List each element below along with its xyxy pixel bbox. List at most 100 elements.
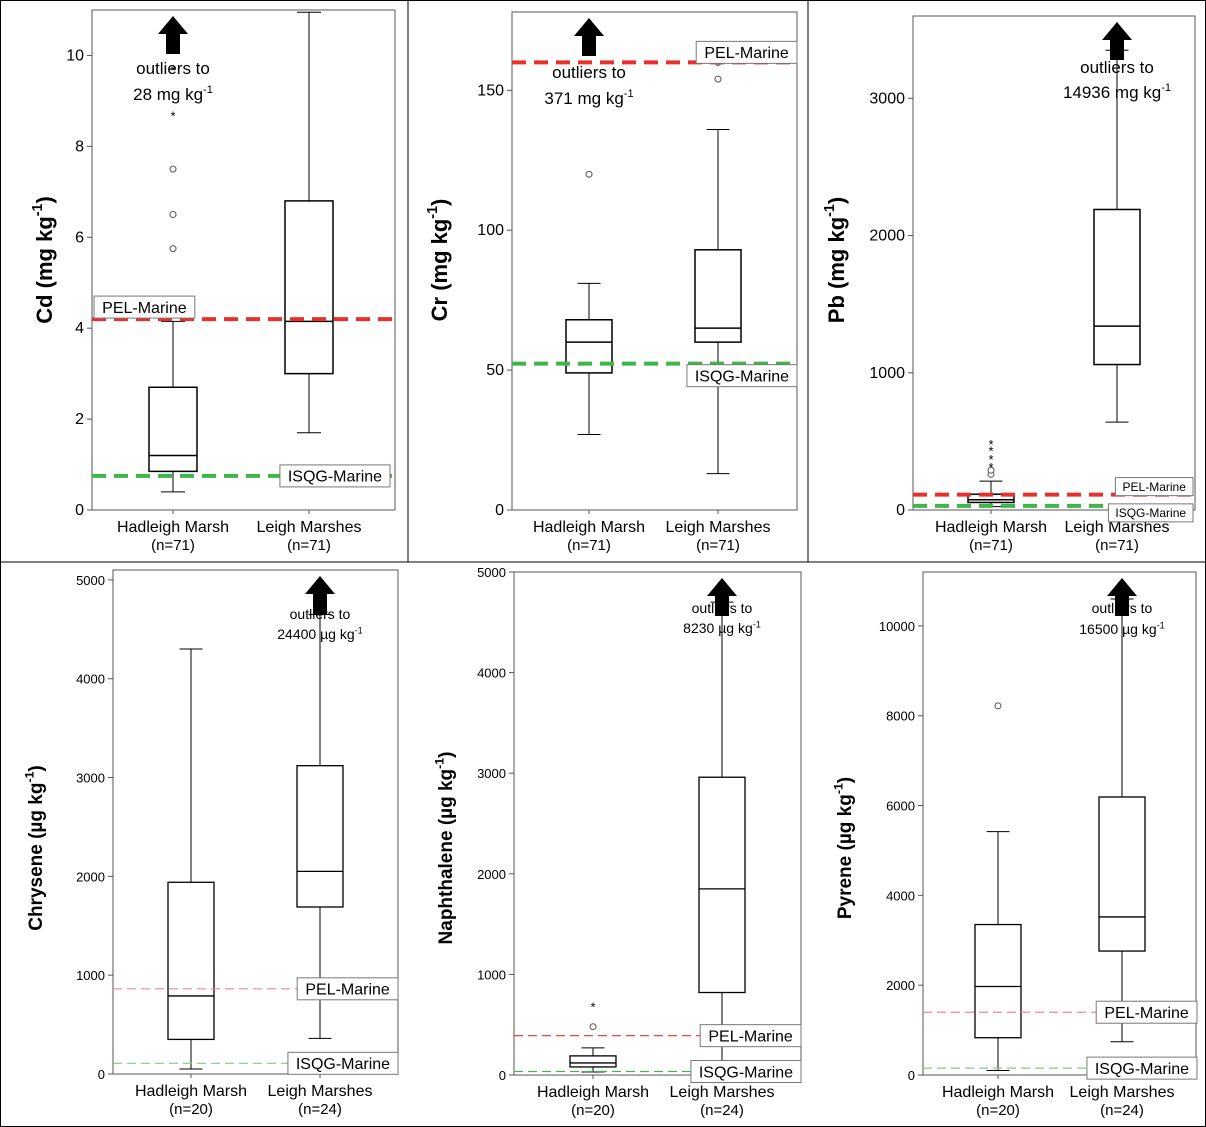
- outlier-note-line1: outliers to: [1080, 58, 1154, 77]
- panel-4: 0 1000 2000 3000 4000 5000 Chrysene (µg kg-1) H…: [22, 569, 399, 1118]
- y-axis-label: Cd (mg kg-1): [30, 196, 57, 324]
- guideline-label-box: [690, 1060, 802, 1084]
- y-axis-label: Naphthalene (µg kg-1): [432, 752, 457, 945]
- y-tick-label: 0: [908, 1068, 915, 1083]
- y-tick-label: 0: [495, 502, 504, 519]
- outlier-note-line2: 16500 µg kg-1: [1079, 620, 1164, 637]
- outlier-point: [589, 1023, 597, 1031]
- outlier-note-line1: outliers to: [290, 606, 351, 622]
- guideline-label-box: [296, 977, 399, 1001]
- guideline-label-box: [1086, 1056, 1198, 1080]
- guideline-label: ISQG-Marine: [699, 1064, 793, 1081]
- y-axis-label: Pyrene (µg kg-1): [831, 777, 856, 919]
- box-leigh-marshes: [1093, 49, 1141, 423]
- x-count-label: (n=20): [169, 1101, 213, 1118]
- outlier-point: [585, 170, 593, 178]
- y-tick-label: 5000: [76, 573, 105, 588]
- y-tick-label: 2000: [886, 978, 915, 993]
- x-count-label: (n=71): [151, 537, 195, 554]
- y-tick-label: 10: [66, 47, 84, 64]
- plot-frame: [511, 11, 798, 511]
- y-tick-label: 1000: [869, 365, 905, 382]
- x-category-label: Leigh Marshes: [666, 519, 771, 536]
- plot-frame: [922, 571, 1197, 1076]
- y-tick-label: 4000: [76, 672, 105, 687]
- up-arrow-icon: [305, 576, 335, 614]
- box-iqr: [1093, 208, 1141, 366]
- y-tick-label: 2000: [477, 867, 506, 882]
- y-tick-label: 150: [477, 82, 504, 99]
- box-hadleigh-marsh: **: [148, 63, 198, 493]
- panel-5: 0 1000 2000 3000 4000 5000 Naphthalene (µg kg-…: [432, 565, 802, 1119]
- outlier-point: [987, 466, 995, 474]
- y-tick-label: 4: [75, 320, 84, 337]
- plot-frame: [912, 15, 1196, 511]
- y-tick-label: 8000: [886, 709, 915, 724]
- y-tick-label: 10000: [879, 619, 915, 634]
- box-iqr: [974, 923, 1022, 1039]
- extreme-point: *: [170, 109, 175, 124]
- outlier-note-line1: outliers to: [136, 59, 210, 78]
- outlier-point: [169, 211, 177, 219]
- guideline-label: PEL-Marine: [704, 45, 789, 62]
- x-category-label: Leigh Marshes: [670, 1084, 775, 1101]
- box-iqr: [148, 386, 198, 473]
- x-category-label: Hadleigh Marsh: [135, 1083, 247, 1100]
- x-category-label: Hadleigh Marsh: [117, 519, 229, 536]
- up-arrow-icon: [1102, 22, 1132, 60]
- extreme-point: *: [988, 452, 993, 467]
- box-leigh-marshes: [296, 613, 344, 1039]
- box-iqr: [1098, 796, 1146, 952]
- guideline-label: PEL-Marine: [1123, 480, 1187, 494]
- x-category-label: Hadleigh Marsh: [942, 1084, 1054, 1101]
- guideline-label: ISQG-Marine: [296, 1056, 390, 1073]
- box-leigh-marshes: [694, 58, 742, 475]
- guideline-label-box: [1114, 477, 1194, 497]
- box-iqr: [698, 776, 746, 994]
- x-category-label: Hadleigh Marsh: [537, 1084, 649, 1101]
- box-hadleigh-marsh: ****: [967, 437, 1015, 508]
- guideline-label: ISQG-Marine: [1095, 1061, 1189, 1078]
- extreme-point: *: [988, 437, 993, 452]
- x-count-label: (n=20): [976, 1102, 1020, 1119]
- y-tick-label: 3000: [477, 766, 506, 781]
- guideline-label: PEL-Marine: [102, 300, 187, 317]
- x-count-label: (n=71): [1095, 537, 1139, 554]
- y-tick-label: 3000: [869, 90, 905, 107]
- guideline-label-box: [1107, 503, 1194, 523]
- extreme-point: *: [590, 1000, 595, 1015]
- box-iqr: [296, 765, 344, 908]
- box-iqr: [569, 1055, 617, 1068]
- x-category-label: Leigh Marshes: [1065, 519, 1170, 536]
- guideline-label: ISQG-Marine: [1115, 506, 1186, 520]
- outlier-note-line2: 8230 µg kg-1: [683, 619, 761, 636]
- box-leigh-marshes: [284, 11, 334, 434]
- x-count-label: (n=71): [969, 537, 1013, 554]
- guideline-label-box: [699, 1024, 802, 1048]
- outlier-point: [714, 75, 722, 83]
- x-category-label: Leigh Marshes: [257, 519, 362, 536]
- guideline-label: ISQG-Marine: [695, 368, 789, 385]
- y-tick-label: 0: [98, 1067, 105, 1082]
- y-tick-label: 0: [896, 502, 905, 519]
- guideline-label-box: [93, 295, 196, 319]
- guideline-label-box: [1095, 1000, 1198, 1024]
- outlier-note-line1: outliers to: [692, 600, 753, 616]
- extreme-point: *: [988, 460, 993, 475]
- x-count-label: (n=24): [1100, 1102, 1144, 1119]
- guideline-label-box: [695, 40, 798, 64]
- y-tick-label: 2000: [869, 228, 905, 245]
- guideline-label: PEL-Marine: [708, 1028, 793, 1045]
- x-count-label: (n=24): [298, 1101, 342, 1118]
- y-tick-label: 50: [486, 362, 504, 379]
- box-hadleigh-marsh: [974, 702, 1022, 1072]
- up-arrow-icon: [158, 16, 188, 54]
- box-iqr: [284, 200, 334, 375]
- y-axis-label: Pb (mg kg-1): [822, 197, 849, 323]
- guideline-label: PEL-Marine: [305, 982, 390, 999]
- guideline-label-box: [287, 1051, 399, 1075]
- outlier-note-line2: 14936 mg kg-1: [1063, 82, 1171, 102]
- box-iqr: [167, 881, 215, 1041]
